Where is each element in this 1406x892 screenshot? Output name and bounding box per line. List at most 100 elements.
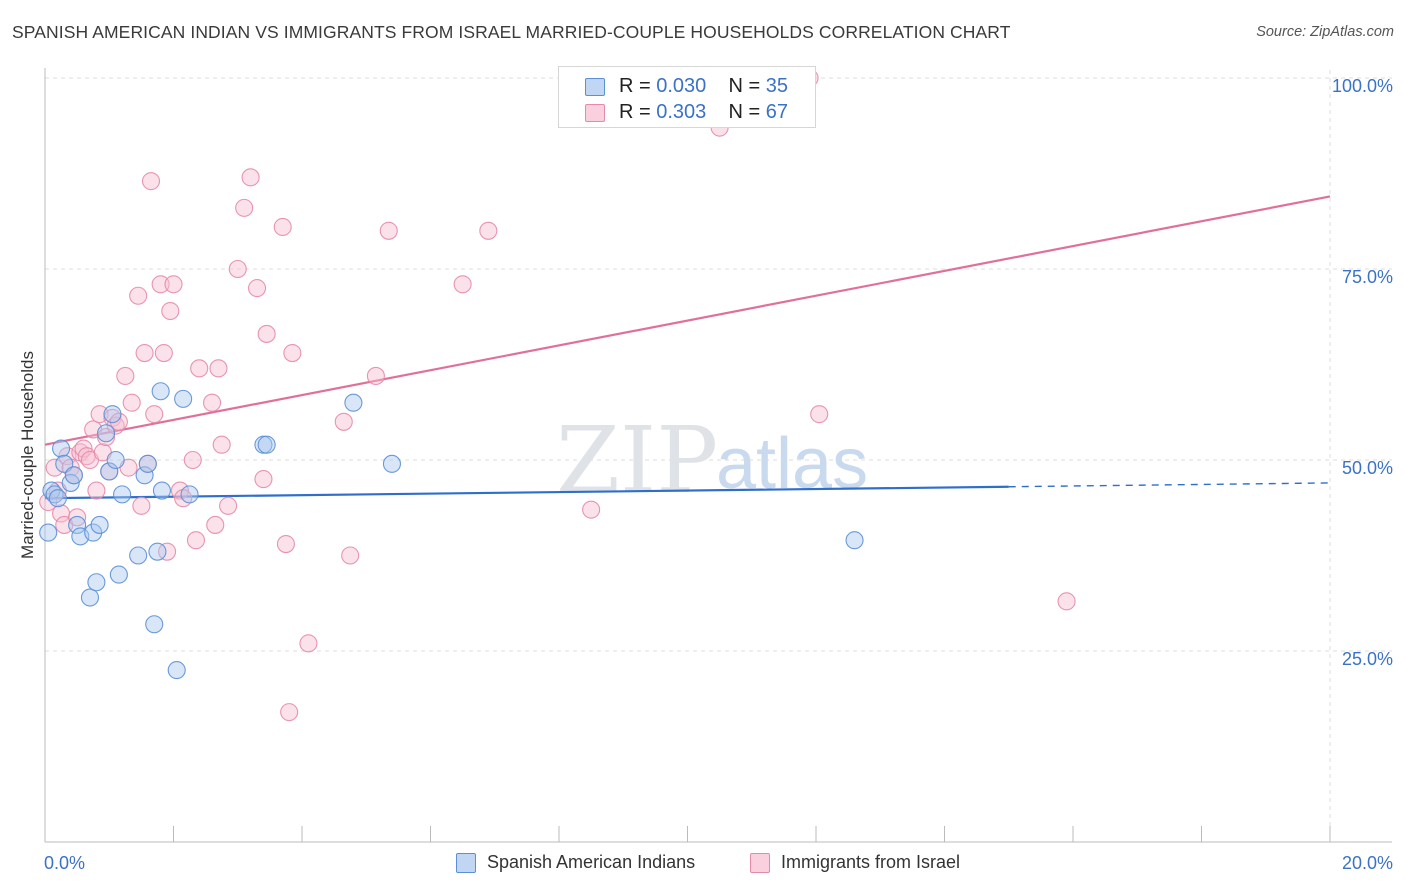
data-points <box>39 68 1076 722</box>
pink-data-point <box>151 275 170 294</box>
y-axis-title: Married-couple Households <box>18 351 37 559</box>
chart-title: SPANISH AMERICAN INDIAN VS IMMIGRANTS FR… <box>12 22 1011 42</box>
blue-data-point <box>80 588 100 607</box>
trend-lines <box>44 195 1331 500</box>
blue-data-point <box>84 523 103 542</box>
pink-data-point <box>254 470 273 489</box>
blue-trend-extension <box>1008 482 1331 488</box>
pink-data-point <box>228 259 247 279</box>
blue-data-point <box>180 485 199 504</box>
stats-r-value-pink: 0.303 <box>656 101 707 123</box>
x-tick-label: 0.0% <box>44 853 85 873</box>
stats-n-label: N = <box>728 101 761 123</box>
stats-r-label: R = <box>619 75 651 97</box>
blue-data-point <box>167 661 186 680</box>
stats-r-label: R = <box>619 101 651 123</box>
blue-data-point <box>145 615 164 634</box>
pink-data-point <box>68 508 87 527</box>
source-credit: Source: ZipAtlas.com <box>1256 24 1394 40</box>
pink-data-point <box>235 198 254 217</box>
stats-swatch-pink <box>585 104 605 122</box>
blue-data-point <box>152 481 171 500</box>
watermark-zip: ZIP <box>556 407 718 514</box>
pink-data-point <box>164 275 183 294</box>
stats-n-value-pink: 67 <box>765 101 789 123</box>
legend-swatch-pink <box>750 853 770 873</box>
pink-data-point <box>299 634 318 653</box>
blue-data-point <box>138 454 157 473</box>
blue-data-point <box>113 485 132 504</box>
blue-data-point <box>96 424 116 443</box>
pink-data-point <box>122 393 141 412</box>
blue-data-point <box>48 489 67 508</box>
stats-box: R = 0.030 N = 35 R = 0.303 N = 67 <box>558 66 816 128</box>
legend-label: Immigrants from Israel <box>781 852 961 872</box>
stats-swatch-blue <box>585 78 605 96</box>
legend-swatch-blue <box>456 853 476 873</box>
pink-data-point <box>479 221 498 240</box>
pink-data-point <box>116 366 135 386</box>
axes <box>44 68 1392 843</box>
pink-data-point <box>186 531 206 550</box>
blue-data-point <box>87 573 106 592</box>
pink-data-point <box>132 496 151 515</box>
pink-data-point <box>206 515 225 534</box>
pink-data-point <box>257 324 276 343</box>
blue-data-point <box>129 546 148 565</box>
pink-data-point <box>366 366 385 386</box>
pink-data-point <box>276 534 295 554</box>
blue-data-point <box>64 466 83 485</box>
pink-data-point <box>379 221 398 240</box>
pink-data-point <box>241 168 260 187</box>
pink-data-point <box>209 359 228 378</box>
pink-data-point <box>141 172 161 191</box>
stats-text-pink: R = 0.303 N = 67 <box>619 101 788 124</box>
pink-data-point <box>145 405 164 424</box>
blue-data-point <box>52 439 71 458</box>
blue-data-point <box>845 531 864 550</box>
blue-trend-line <box>44 485 1009 500</box>
pink-data-point <box>810 405 829 424</box>
blue-data-point <box>100 462 119 481</box>
pink-data-point <box>135 343 154 363</box>
tick-labels: 25.0% 50.0% 75.0% 100.0% 0.0% 20.0% <box>44 76 1393 873</box>
blue-data-point <box>151 382 170 401</box>
pink-data-point <box>453 275 472 294</box>
watermark-atlas: atlas <box>716 424 868 504</box>
pink-data-point <box>582 500 601 519</box>
pink-data-point <box>212 435 231 454</box>
blue-data-point <box>90 515 109 534</box>
pink-data-point <box>247 279 267 298</box>
blue-data-point <box>39 523 58 542</box>
pink-data-point <box>341 546 360 565</box>
pink-data-point <box>158 542 177 561</box>
watermark: ZIP atlas <box>556 407 868 514</box>
legend-label: Spanish American Indians <box>487 852 696 872</box>
blue-data-point <box>344 393 363 412</box>
pink-data-point <box>190 359 209 378</box>
pink-trend-line <box>44 195 1331 446</box>
blue-data-point <box>382 454 402 473</box>
y-tick-label: 50.0% <box>1342 458 1393 478</box>
stats-text-blue: R = 0.030 N = 35 <box>619 75 788 98</box>
blue-data-point <box>106 450 125 470</box>
blue-data-point <box>174 389 193 408</box>
pink-data-point <box>219 496 238 515</box>
blue-data-point <box>135 466 154 485</box>
stats-n-label: N = <box>728 75 761 97</box>
x-tick-label: 20.0% <box>1342 853 1393 873</box>
pink-data-point <box>334 412 353 431</box>
blue-data-point <box>68 515 87 534</box>
blue-data-point <box>148 542 167 561</box>
pink-data-point <box>183 450 202 470</box>
pink-data-point <box>283 343 302 363</box>
pink-data-point <box>154 343 173 363</box>
pink-data-point <box>45 458 64 477</box>
pink-data-point <box>203 393 222 412</box>
blue-data-point <box>257 435 276 454</box>
pink-data-point <box>109 412 128 431</box>
stats-r-value-blue: 0.030 <box>656 75 707 97</box>
y-tick-label: 100.0% <box>1332 76 1393 96</box>
pink-data-point <box>280 703 299 722</box>
